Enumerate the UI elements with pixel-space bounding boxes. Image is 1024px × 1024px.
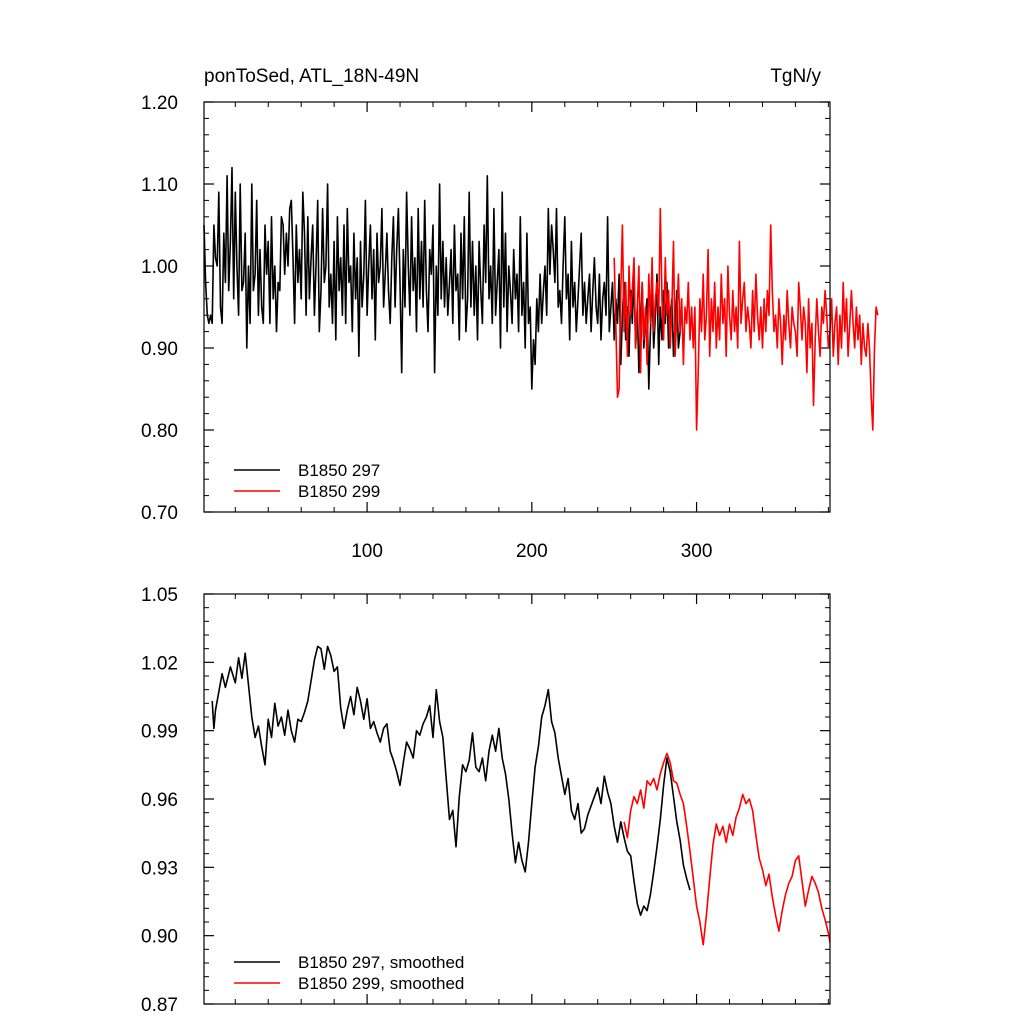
top-xtick-label: 100: [351, 541, 383, 562]
series-line-b1850-299: [613, 207, 879, 431]
units-label: TgN/y: [770, 66, 821, 87]
top-ytick-label: 0.90: [141, 339, 178, 360]
legend-label-b1850-299-smoothed: B1850 299, smoothed: [298, 974, 464, 993]
top-axes: 0.70 0.80 0.90 1.00 1.10 1.20 100 200 300: [141, 93, 830, 562]
legend-label-b1850-297: B1850 297: [298, 461, 380, 480]
series-line-b1850-299-smoothed: [623, 752, 831, 946]
series-line-b1850-297-smoothed: [211, 645, 691, 917]
series-line-b1850-297: [203, 166, 683, 390]
top-ytick-label: 1.10: [141, 175, 178, 196]
bottom-axes: 0.87 0.90 0.93 0.96 0.99 1.02 1.05: [141, 585, 830, 1016]
top-ytick-label: 0.80: [141, 421, 178, 442]
top-series: [203, 166, 879, 431]
top-xtick-label: 300: [681, 541, 713, 562]
bottom-ytick-label: 0.93: [141, 858, 178, 879]
legend-label-b1850-297-smoothed: B1850 297, smoothed: [298, 953, 464, 972]
top-panel: ponToSed, ATL_18N-49N TgN/y 0.70 0.80 0.90…: [141, 66, 879, 562]
bottom-ytick-label: 0.90: [141, 927, 178, 948]
bottom-ytick-label: 0.96: [141, 790, 178, 811]
top-plot-frame: [203, 101, 831, 513]
bottom-legend: B1850 297, smoothed B1850 299, smoothed: [234, 953, 464, 993]
chart-title: ponToSed, ATL_18N-49N: [204, 66, 419, 87]
bottom-series: [211, 645, 831, 946]
bottom-ytick-label: 0.99: [141, 722, 178, 743]
bottom-ytick-label: 1.02: [141, 653, 178, 674]
top-ytick-label: 1.00: [141, 257, 178, 278]
top-legend: B1850 297 B1850 299: [234, 461, 380, 501]
bottom-panel: 0.87 0.90 0.93 0.96 0.99 1.02 1.05 B1850 297, …: [141, 585, 831, 1016]
bottom-ytick-label: 0.87: [141, 995, 178, 1016]
legend-label-b1850-299: B1850 299: [298, 482, 380, 501]
top-ytick-label: 0.70: [141, 503, 178, 524]
bottom-ytick-label: 1.05: [141, 585, 178, 606]
bottom-plot-frame: [203, 593, 831, 1005]
top-xtick-label: 200: [516, 541, 548, 562]
top-ytick-label: 1.20: [141, 93, 178, 114]
